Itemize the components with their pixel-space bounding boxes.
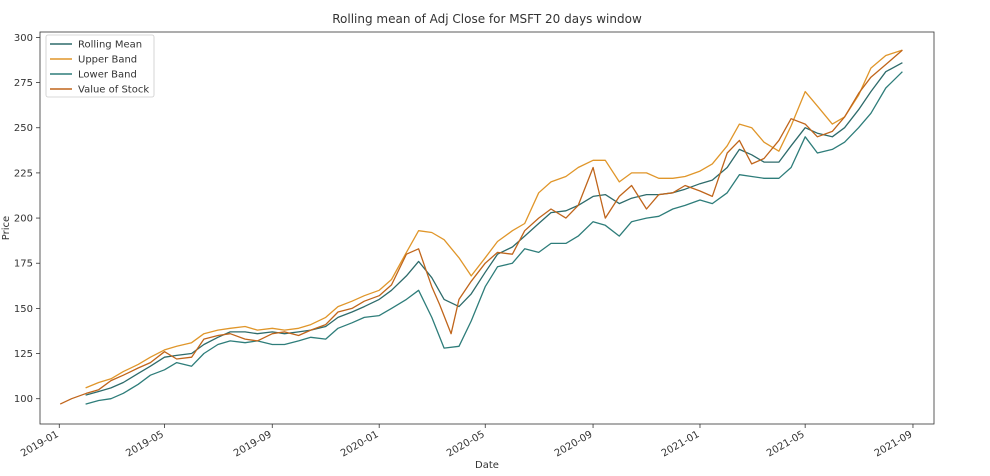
legend-label-rolling-mean: Rolling Mean	[78, 40, 142, 51]
y-tick-label: 150	[14, 304, 33, 315]
x-tick-label: 2021-09	[873, 429, 915, 459]
plot-frame	[39, 31, 935, 425]
series-line-rolling-mean	[85, 62, 903, 396]
x-tick-label: 2019-09	[232, 429, 274, 459]
y-tick-label: 300	[14, 33, 33, 44]
legend-label-lower-band: Lower Band	[78, 70, 137, 81]
x-tick-label: 2020-09	[553, 429, 595, 459]
legend-box	[45, 34, 155, 98]
chart-title: Rolling mean of Adj Close for MSFT 20 da…	[332, 12, 642, 26]
plot-lines	[59, 49, 903, 405]
x-tick-label: 2021-01	[660, 429, 702, 459]
y-tick-label: 200	[14, 214, 33, 225]
y-tick-label: 275	[14, 78, 33, 89]
y-tick-label: 250	[14, 123, 33, 134]
legend: Rolling Mean Upper Band Lower Band Value of…	[45, 34, 155, 98]
x-axis-label: Date	[475, 460, 499, 471]
series-line-lower-band	[85, 71, 903, 405]
series-line-upper-band	[85, 49, 903, 389]
y-tick-label: 175	[14, 259, 33, 270]
y-axis-label: Price	[1, 216, 12, 240]
x-tick-label: 2020-01	[339, 429, 381, 459]
y-tick-label: 225	[14, 168, 33, 179]
y-tick-label: 100	[14, 394, 33, 405]
x-tick-label: 2021-05	[765, 429, 807, 459]
y-axis: 100 125 150 175 200 225 250 275 300	[14, 33, 40, 405]
legend-label-value: Value of Stock	[78, 85, 149, 96]
legend-label-upper-band: Upper Band	[78, 55, 137, 66]
x-axis: 2019-01 2019-05 2019-09 2020-01 2020-05 2020-…	[19, 424, 914, 460]
x-tick-label: 2019-01	[19, 429, 61, 459]
x-tick-label: 2019-05	[124, 429, 166, 459]
y-tick-label: 125	[14, 349, 33, 360]
series-line-value	[59, 49, 903, 405]
x-tick-label: 2020-05	[445, 429, 487, 459]
